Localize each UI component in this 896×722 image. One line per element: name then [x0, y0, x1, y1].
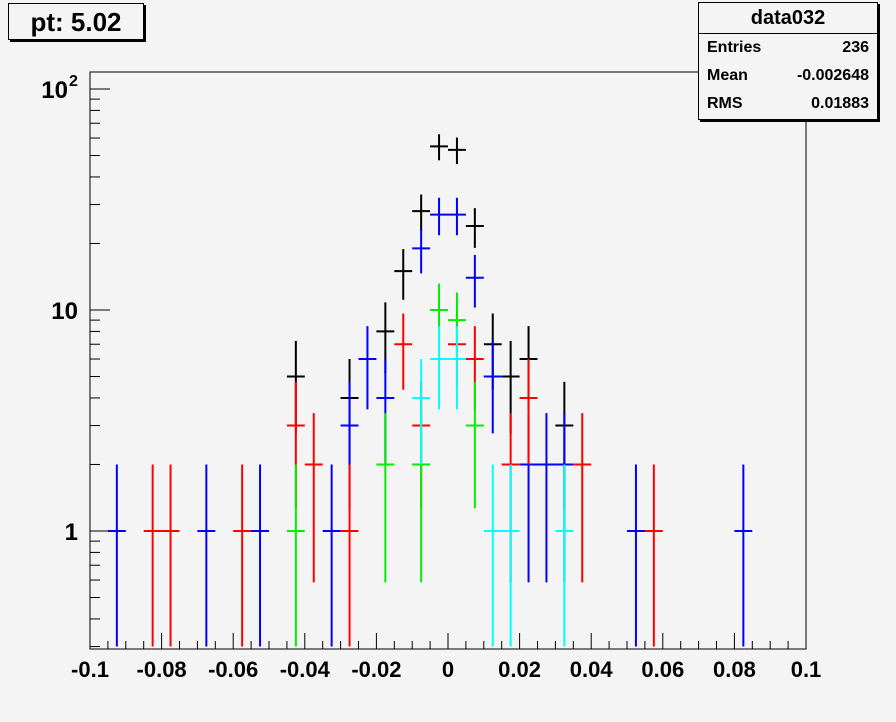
x-tick-label: -0.06 — [208, 657, 258, 682]
data-point — [627, 464, 645, 647]
x-tick-label: -0.1 — [71, 657, 109, 682]
x-tick-label: 0 — [442, 657, 454, 682]
stats-box: data032 Entries 236 Mean -0.002648 RMS 0… — [698, 2, 878, 120]
data-point — [197, 464, 216, 647]
data-point — [465, 208, 484, 248]
data-point — [465, 381, 484, 509]
y-tick-label-exponent: 2 — [69, 73, 78, 90]
data-point — [430, 134, 448, 161]
x-tick-label: 0.04 — [570, 657, 614, 682]
data-point — [376, 413, 395, 583]
stats-value: 236 — [842, 39, 869, 56]
data-point — [412, 194, 431, 232]
data-point — [430, 197, 448, 236]
data-point — [412, 228, 431, 274]
data-point — [304, 413, 323, 583]
data-point — [465, 254, 484, 308]
data-point — [430, 326, 448, 410]
data-point — [161, 464, 180, 647]
stats-label: Mean — [707, 67, 748, 84]
stats-value: -0.002648 — [796, 67, 869, 84]
y-tick-label: 1 — [65, 519, 78, 546]
stats-title: data032 — [699, 3, 877, 34]
data-point — [340, 464, 359, 647]
plot-frame — [89, 71, 807, 650]
data-point — [233, 464, 252, 647]
data-point — [448, 197, 466, 236]
data-point — [412, 359, 431, 465]
y-tick-label: 10 — [41, 77, 68, 104]
stats-label: RMS — [707, 95, 743, 112]
data-point — [555, 464, 574, 647]
stats-label: Entries — [707, 39, 762, 56]
x-tick-label: -0.02 — [351, 657, 401, 682]
data-point — [448, 326, 466, 410]
data-point — [286, 464, 305, 647]
axis-ticks — [89, 88, 807, 649]
data-point — [107, 464, 126, 647]
data-point — [483, 341, 502, 434]
stats-value: 0.01883 — [811, 95, 869, 112]
data-point — [251, 464, 269, 647]
stats-row-mean: Mean -0.002648 — [699, 62, 877, 90]
data-point — [448, 137, 466, 165]
data-points — [107, 134, 753, 647]
data-point — [519, 359, 538, 465]
data-point — [537, 413, 556, 583]
data-point — [322, 464, 341, 647]
data-point — [734, 464, 753, 647]
data-point — [394, 249, 413, 300]
x-tick-label: -0.04 — [280, 657, 331, 682]
data-point — [483, 464, 502, 647]
data-point — [573, 413, 592, 583]
stats-row-rms: RMS 0.01883 — [699, 90, 877, 118]
data-point — [358, 326, 377, 410]
data-point — [644, 464, 663, 647]
plot-title: pt: 5.02 — [8, 3, 144, 40]
data-point — [394, 313, 413, 390]
y-tick-label: 10 — [51, 298, 78, 325]
x-tick-label: 0.1 — [791, 657, 822, 682]
data-point — [143, 464, 162, 647]
x-tick-label: 0.06 — [641, 657, 684, 682]
stats-row-entries: Entries 236 — [699, 34, 877, 62]
x-tick-label: 0.02 — [498, 657, 541, 682]
data-point — [501, 464, 520, 647]
axis-tick-labels: -0.1 -0.08 -0.06 -0.04 -0.02 0 0.02 0.04 0.06 0.0… — [41, 73, 821, 682]
x-tick-label: 0.08 — [713, 657, 756, 682]
x-tick-label: -0.08 — [137, 657, 187, 682]
